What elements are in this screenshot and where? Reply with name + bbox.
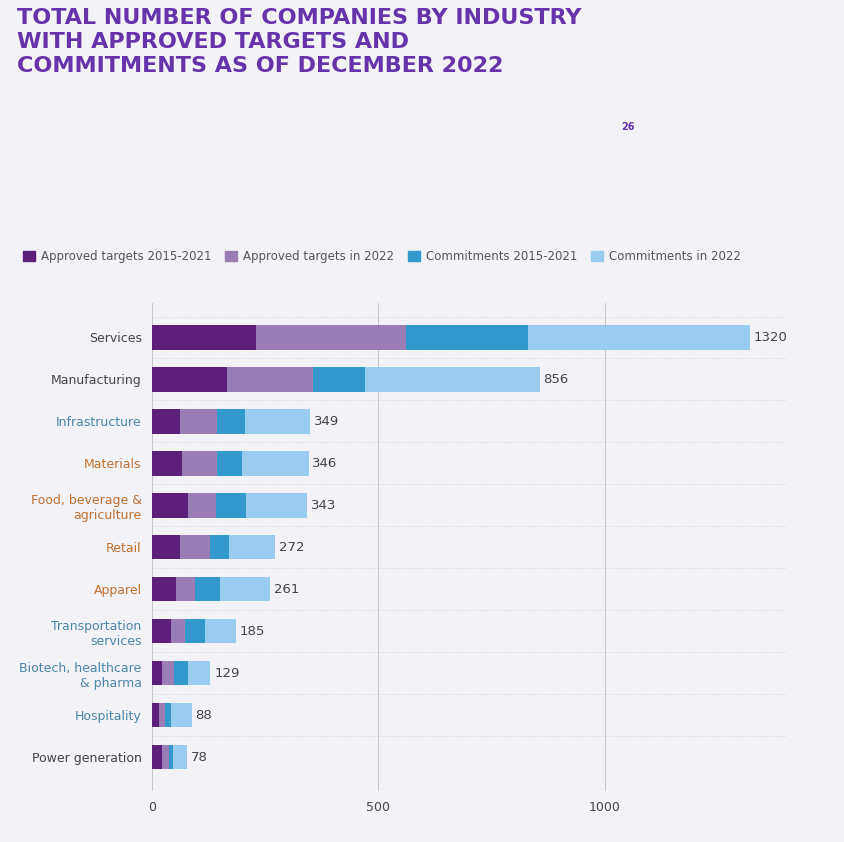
Bar (173, 745, 187, 770)
Text: 88: 88 (195, 709, 212, 722)
Bar (180, 409, 217, 434)
Bar (528, 325, 749, 349)
Text: 1320: 1320 (752, 331, 787, 344)
Bar (152, 745, 162, 770)
Bar (152, 367, 226, 392)
Bar (170, 703, 192, 727)
Bar (152, 536, 180, 559)
Bar (312, 367, 365, 392)
Bar (170, 619, 185, 643)
Bar (152, 409, 180, 434)
Bar (169, 745, 173, 770)
Bar (152, 703, 160, 727)
Bar (217, 409, 245, 434)
Text: 26: 26 (620, 122, 634, 132)
Bar (165, 703, 170, 727)
Bar (241, 451, 308, 476)
Text: 261: 261 (273, 583, 299, 596)
Text: 856: 856 (543, 373, 568, 386)
Text: 349: 349 (313, 415, 338, 428)
Bar (217, 451, 241, 476)
Text: 129: 129 (214, 667, 239, 679)
Bar (152, 493, 188, 518)
Bar (185, 619, 205, 643)
Text: 346: 346 (312, 457, 338, 470)
Bar (152, 619, 170, 643)
Bar (152, 325, 256, 349)
Bar (160, 703, 165, 727)
Text: 272: 272 (279, 541, 304, 554)
Bar (176, 577, 194, 601)
Bar (152, 451, 181, 476)
Bar (365, 367, 539, 392)
Bar (152, 577, 176, 601)
Bar (226, 367, 312, 392)
Bar (180, 536, 209, 559)
Bar (162, 661, 174, 685)
Bar (209, 536, 229, 559)
Text: 343: 343 (311, 498, 336, 512)
Bar (174, 661, 187, 685)
Text: 78: 78 (191, 750, 208, 764)
Bar (256, 325, 405, 349)
Bar (245, 409, 310, 434)
Bar (162, 745, 169, 770)
Bar (152, 661, 162, 685)
Bar (205, 619, 235, 643)
Legend: Approved targets 2015-2021, Approved targets in 2022, Commitments 2015-2021, Com: Approved targets 2015-2021, Approved tar… (23, 250, 740, 264)
Bar (188, 493, 216, 518)
Bar (216, 493, 246, 518)
Bar (187, 661, 210, 685)
Bar (181, 451, 217, 476)
Bar (405, 325, 528, 349)
Bar (194, 577, 220, 601)
Bar (220, 577, 270, 601)
Bar (229, 536, 275, 559)
Bar (246, 493, 307, 518)
Text: 185: 185 (239, 625, 264, 637)
Text: TOTAL NUMBER OF COMPANIES BY INDUSTRY
WITH APPROVED TARGETS AND
COMMITMENTS AS O: TOTAL NUMBER OF COMPANIES BY INDUSTRY WI… (17, 8, 581, 77)
